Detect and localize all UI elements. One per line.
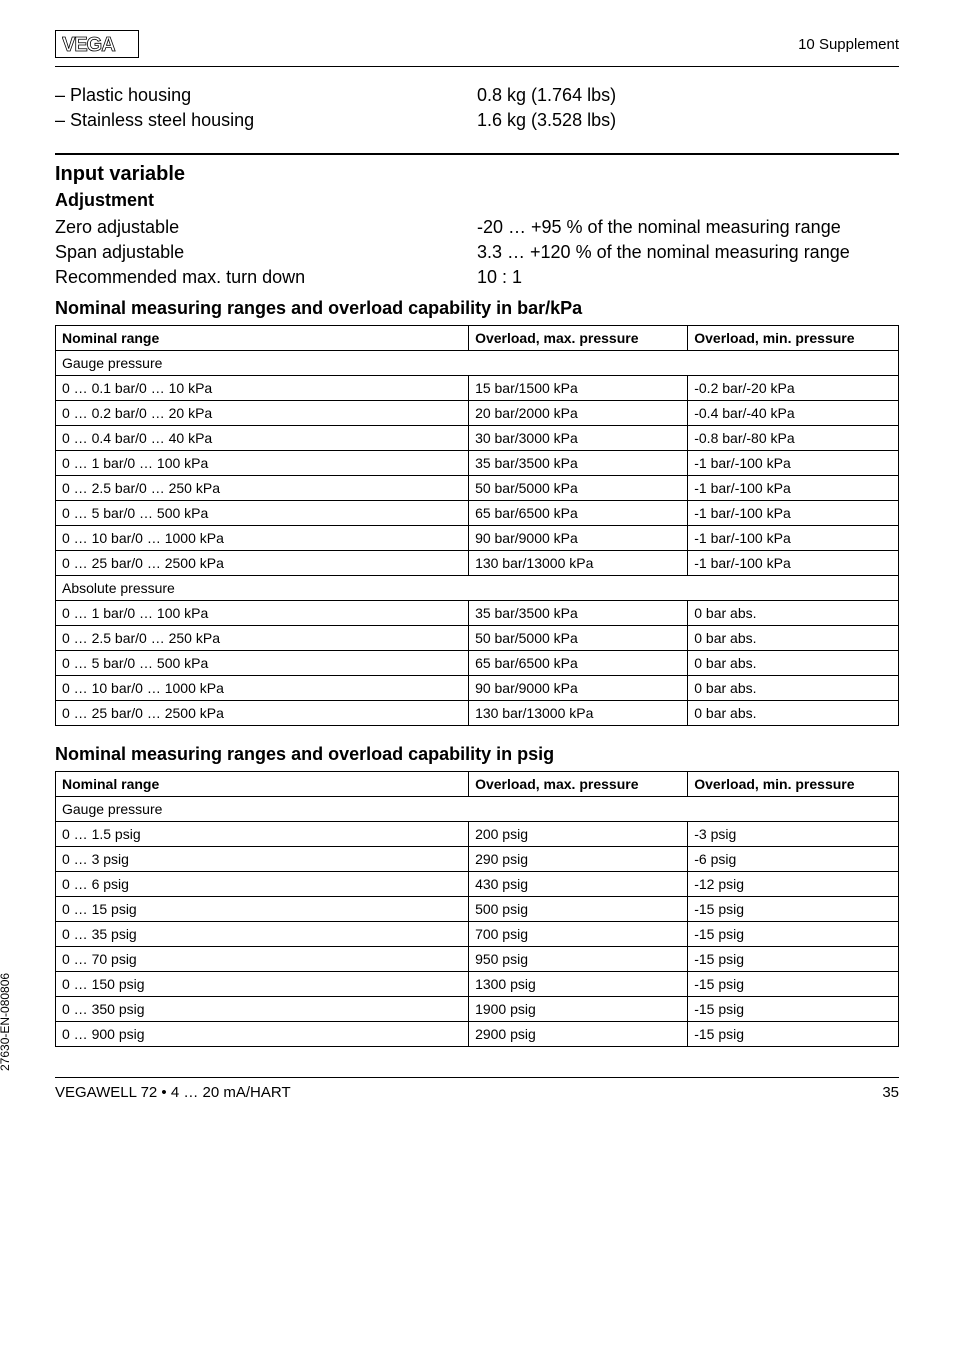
housing-label-1: Stainless steel housing [55, 110, 477, 131]
table-row: Nominal range Overload, max. pressure Ov… [56, 326, 899, 351]
table-row: 0 … 900 psig2900 psig-15 psig [56, 1022, 899, 1047]
table-row: 0 … 10 bar/0 … 1000 kPa90 bar/9000 kPa 0… [56, 676, 899, 701]
footer-rule [55, 1077, 899, 1078]
table-bar-h1: Overload, max. pressure [469, 326, 688, 351]
table-row: Gauge pressure [56, 351, 899, 376]
table-row: 0 … 1.5 psig200 psig-3 psig [56, 822, 899, 847]
table-psig-title: Nominal measuring ranges and overload ca… [55, 744, 899, 765]
footer-page-number: 35 [882, 1084, 899, 1101]
table-row: 0 … 25 bar/0 … 2500 kPa130 bar/13000 kPa… [56, 701, 899, 726]
doc-number-sidenote: 27630-EN-080806 [0, 973, 12, 1071]
table-psig: Nominal range Overload, max. pressure Ov… [55, 771, 899, 1047]
adjust-row-2: Recommended max. turn down 10 : 1 [55, 267, 899, 288]
table-psig-group1: Gauge pressure [56, 797, 899, 822]
table-row: 0 … 0.1 bar/0 … 10 kPa15 bar/1500 kPa-0.… [56, 376, 899, 401]
table-row: 0 … 1 bar/0 … 100 kPa35 bar/3500 kPa-1 b… [56, 451, 899, 476]
page-header: VEGA 10 Supplement [55, 30, 899, 58]
table-row: 0 … 70 psig950 psig-15 psig [56, 947, 899, 972]
table-row: 0 … 3 psig290 psig-6 psig [56, 847, 899, 872]
table-row: 0 … 10 bar/0 … 1000 kPa90 bar/9000 kPa-1… [56, 526, 899, 551]
table-bar-group1: Gauge pressure [56, 351, 899, 376]
table-row: 0 … 0.4 bar/0 … 40 kPa30 bar/3000 kPa-0.… [56, 426, 899, 451]
adjust-row-1: Span adjustable 3.3 … +120 % of the nomi… [55, 242, 899, 263]
table-bar-h0: Nominal range [56, 326, 469, 351]
adjust-label-2: Recommended max. turn down [55, 267, 477, 288]
table-bar-title: Nominal measuring ranges and overload ca… [55, 298, 899, 319]
adjust-label-1: Span adjustable [55, 242, 477, 263]
table-row: Nominal range Overload, max. pressure Ov… [56, 772, 899, 797]
table-psig-h1: Overload, max. pressure [469, 772, 688, 797]
housing-value-0: 0.8 kg (1.764 lbs) [477, 85, 899, 106]
table-bar-h2: Overload, min. pressure [688, 326, 899, 351]
adjustment-title: Adjustment [55, 190, 899, 211]
table-bar-group2: Absolute pressure [56, 576, 899, 601]
svg-text:VEGA: VEGA [62, 34, 115, 55]
section-rule [55, 153, 899, 155]
table-row: 0 … 2.5 bar/0 … 250 kPa50 bar/5000 kPa-1… [56, 476, 899, 501]
housing-row-0: Plastic housing 0.8 kg (1.764 lbs) [55, 85, 899, 106]
input-variable-title: Input variable [55, 163, 899, 186]
table-row: 0 … 350 psig1900 psig-15 psig [56, 997, 899, 1022]
table-row: 0 … 25 bar/0 … 2500 kPa130 bar/13000 kPa… [56, 551, 899, 576]
table-row: 0 … 1 bar/0 … 100 kPa35 bar/3500 kPa 0 b… [56, 601, 899, 626]
housing-label-0: Plastic housing [55, 85, 477, 106]
table-row: Absolute pressure [56, 576, 899, 601]
adjust-value-0: -20 … +95 % of the nominal measuring ran… [477, 217, 899, 238]
table-bar: Nominal range Overload, max. pressure Ov… [55, 325, 899, 726]
table-row: 0 … 2.5 bar/0 … 250 kPa50 bar/5000 kPa 0… [56, 626, 899, 651]
header-rule [55, 66, 899, 67]
table-row: 0 … 6 psig430 psig-12 psig [56, 872, 899, 897]
footer-left: VEGAWELL 72 • 4 … 20 mA/HART [55, 1084, 291, 1101]
table-row: Gauge pressure [56, 797, 899, 822]
table-row: 0 … 5 bar/0 … 500 kPa65 bar/6500 kPa-1 b… [56, 501, 899, 526]
adjust-row-0: Zero adjustable -20 … +95 % of the nomin… [55, 217, 899, 238]
table-row: 0 … 0.2 bar/0 … 20 kPa20 bar/2000 kPa-0.… [56, 401, 899, 426]
housing-row-1: Stainless steel housing 1.6 kg (3.528 lb… [55, 110, 899, 131]
table-row: 0 … 15 psig500 psig-15 psig [56, 897, 899, 922]
adjust-value-2: 10 : 1 [477, 267, 899, 288]
table-row: 0 … 5 bar/0 … 500 kPa65 bar/6500 kPa 0 b… [56, 651, 899, 676]
housing-value-1: 1.6 kg (3.528 lbs) [477, 110, 899, 131]
adjust-label-0: Zero adjustable [55, 217, 477, 238]
vega-logo: VEGA [55, 30, 139, 58]
table-psig-h2: Overload, min. pressure [688, 772, 899, 797]
table-row: 0 … 150 psig1300 psig-15 psig [56, 972, 899, 997]
table-row: 0 … 35 psig700 psig-15 psig [56, 922, 899, 947]
table-psig-h0: Nominal range [56, 772, 469, 797]
header-section-ref: 10 Supplement [798, 36, 899, 53]
page-footer: VEGAWELL 72 • 4 … 20 mA/HART 35 [55, 1084, 899, 1101]
adjust-value-1: 3.3 … +120 % of the nominal measuring ra… [477, 242, 899, 263]
